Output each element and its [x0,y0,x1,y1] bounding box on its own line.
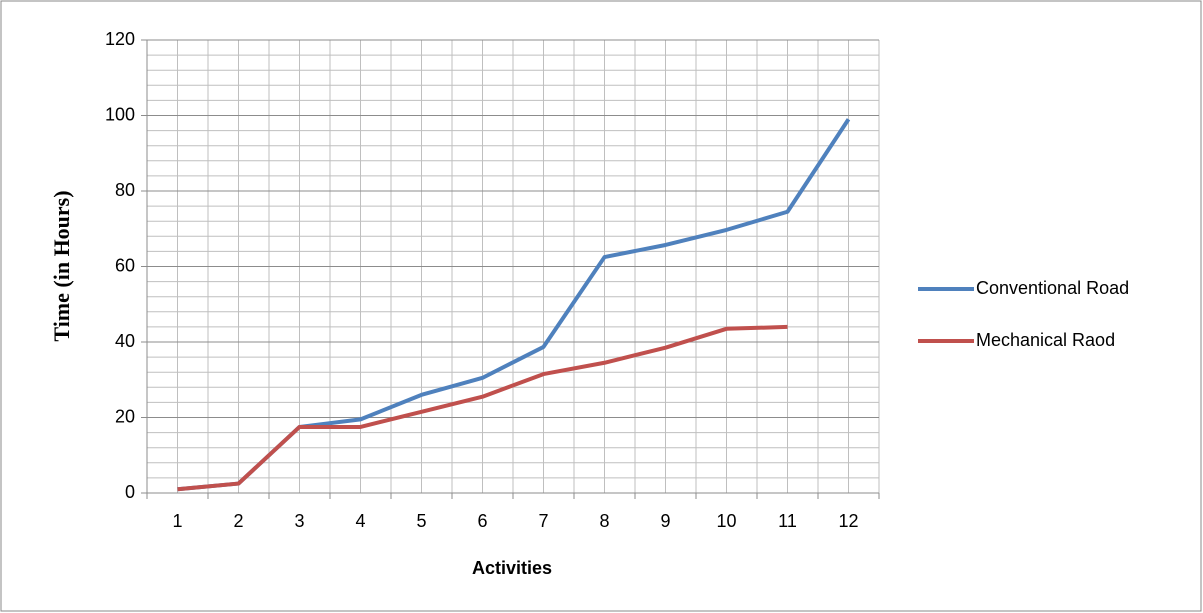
y-tick-label: 120 [105,29,135,49]
y-tick-label: 0 [125,482,135,502]
x-tick-label: 8 [599,511,609,531]
x-tick-label: 4 [355,511,365,531]
series-line [177,324,788,492]
y-tick-label: 100 [105,104,135,124]
x-tick-label: 5 [416,511,426,531]
x-tick-label: 9 [660,511,670,531]
legend-label: Conventional Road [976,278,1129,298]
x-tick-label: 12 [838,511,858,531]
x-tick-label: 3 [294,511,304,531]
x-tick-label: 1 [172,511,182,531]
x-tick-label: 6 [477,511,487,531]
y-tick-label: 80 [115,180,135,200]
x-tick-label: 10 [716,511,736,531]
legend-label: Mechanical Raod [976,330,1115,350]
x-axis-title: Activities [472,558,552,578]
y-tick-label: 20 [115,406,135,426]
y-tick-label: 40 [115,331,135,351]
y-tick-label: 60 [115,255,135,275]
x-tick-label: 7 [538,511,548,531]
x-tick-label: 11 [778,511,797,531]
x-tick-label: 2 [233,511,243,531]
y-axis-title: Time (in Hours) [49,190,74,341]
